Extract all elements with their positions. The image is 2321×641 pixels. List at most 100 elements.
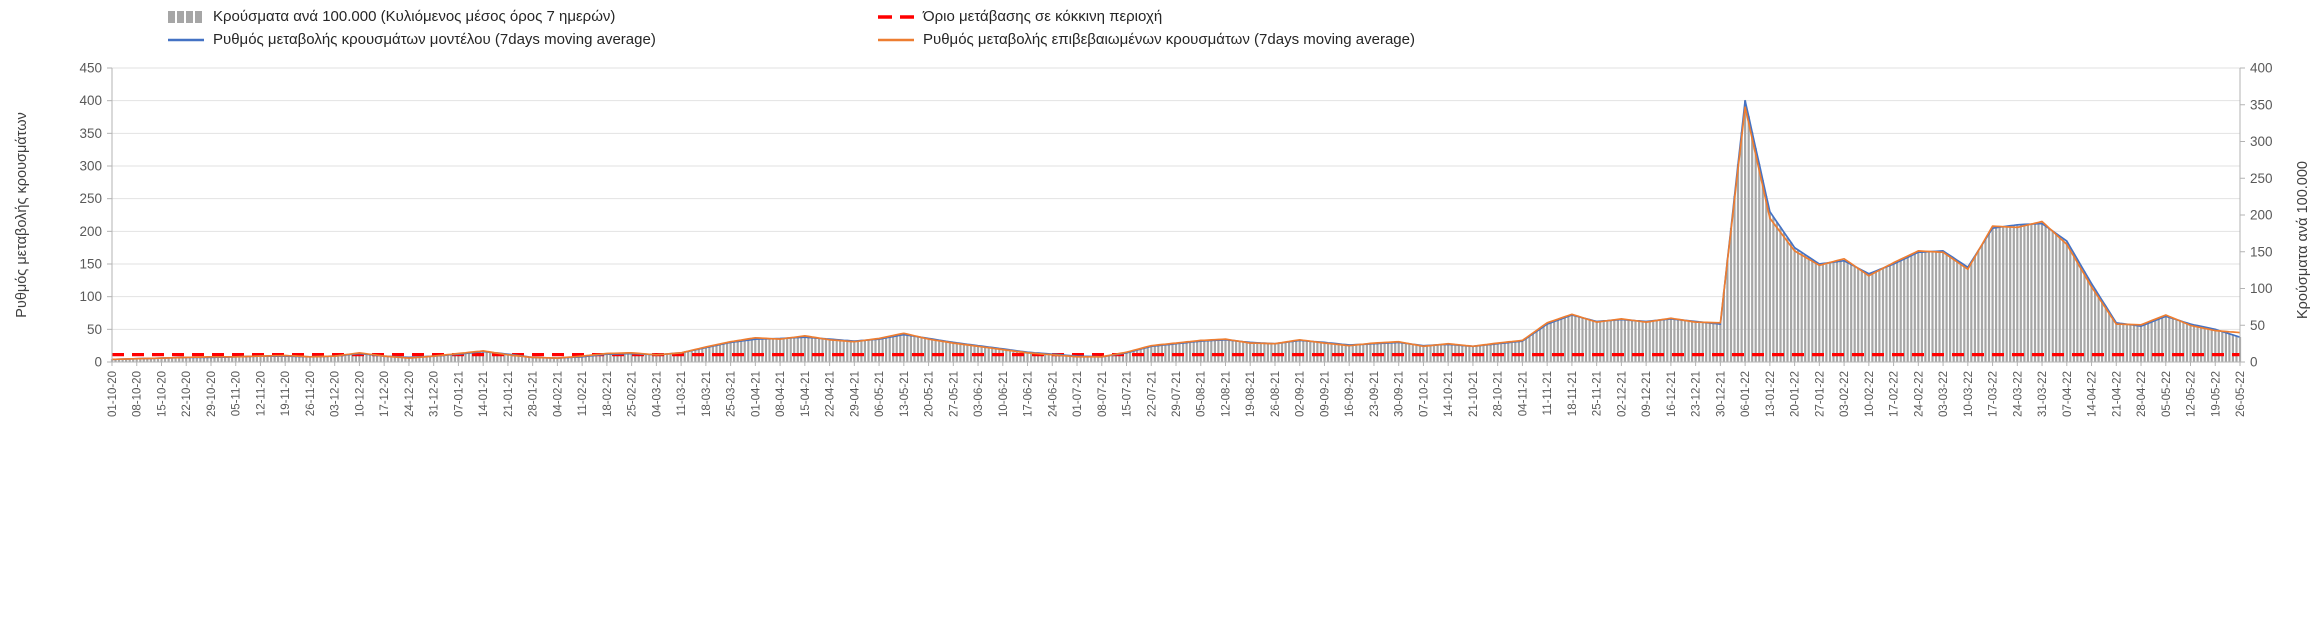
- right-axis-tick-label: 0: [2250, 355, 2258, 370]
- left-axis-tick-label: 50: [87, 322, 102, 337]
- x-axis-tick-label: 08-07-21: [1097, 371, 1109, 417]
- blue-line-legend-icon: [168, 38, 204, 41]
- x-axis-tick-label: 18-02-21: [602, 371, 614, 417]
- x-axis-tick-label: 07-04-22: [2062, 371, 2074, 417]
- right-axis-tick-label: 250: [2250, 171, 2273, 186]
- x-axis-tick-label: 20-05-21: [924, 371, 936, 417]
- x-axis-tick-label: 03-06-21: [973, 371, 985, 417]
- left-axis-tick-label: 150: [79, 257, 102, 272]
- x-axis-tick-label: 27-05-21: [948, 371, 960, 417]
- right-axis-tick-labels: 0 50 100 150 200 250 300 350 400: [2250, 61, 2273, 370]
- x-axis-tick-label: 23-09-21: [1369, 371, 1381, 417]
- left-axis-tick-label: 0: [94, 355, 102, 370]
- x-axis-tick-label: 14-01-21: [478, 371, 490, 417]
- x-axis-tick-label: 05-08-21: [1196, 371, 1208, 417]
- x-axis-tick-label: 25-03-21: [726, 371, 738, 417]
- x-axis-tick-label: 17-02-22: [1889, 371, 1901, 417]
- x-axis-tick-label: 24-02-22: [1913, 371, 1925, 417]
- legend-label-red-zone-threshold: Όριο μετάβασης σε κόκκινη περιοχή: [923, 8, 1163, 25]
- x-axis-tick-label: 11-11-21: [1542, 371, 1554, 415]
- x-axis-tick-label: 04-03-21: [651, 371, 663, 417]
- right-axis-tick-label: 50: [2250, 318, 2265, 333]
- x-axis-tick-label: 15-10-20: [156, 371, 168, 417]
- x-axis-tick-label: 05-11-20: [231, 371, 243, 416]
- x-axis-tick-label: 22-04-21: [825, 371, 837, 417]
- legend-label-model-rate: Ρυθμός μεταβολής κρουσμάτων μοντέλου (7d…: [213, 31, 656, 48]
- x-axis-tick-label: 29-10-20: [206, 371, 218, 417]
- left-axis-tick-label: 450: [79, 61, 102, 76]
- left-axis-tick-label: 300: [79, 159, 102, 174]
- x-axis-tick-label: 24-06-21: [1047, 371, 1059, 417]
- x-axis-tick-label: 14-10-21: [1443, 371, 1455, 417]
- x-axis-tick-label: 04-11-21: [1517, 371, 1529, 416]
- x-axis-tick-label: 07-01-21: [453, 371, 465, 417]
- right-axis-title: Κρούσματα ανά 100.000: [2295, 161, 2311, 319]
- x-axis-tick-label: 13-05-21: [899, 371, 911, 417]
- x-axis-tick-label: 18-03-21: [701, 371, 713, 417]
- bar-series-legend-icon: [168, 10, 202, 23]
- right-axis-tick-label: 100: [2250, 281, 2273, 296]
- x-axis-tick-label: 30-12-21: [1715, 371, 1727, 417]
- legend-label-confirmed-rate: Ρυθμός μεταβολής επιβεβαιωμένων κρουσμάτ…: [923, 31, 1415, 48]
- x-axis-tick-label: 20-01-22: [1790, 371, 1802, 417]
- x-axis-tick-label: 30-09-21: [1394, 371, 1406, 417]
- x-axis-tick-label: 29-04-21: [849, 371, 861, 417]
- x-axis-tick-label: 09-12-21: [1641, 371, 1653, 417]
- x-axis-tick-label: 05-05-22: [2161, 371, 2173, 417]
- axes: [107, 67, 2245, 366]
- x-axis-tick-label: 18-11-21: [1567, 371, 1579, 416]
- x-axis-tick-label: 17-12-20: [379, 371, 391, 417]
- right-axis-tick-label: 300: [2250, 134, 2273, 149]
- dashed-line-legend-icon: [878, 14, 914, 19]
- x-axis-tick-label: 08-10-20: [132, 371, 144, 417]
- legend-item-red-zone-threshold: Όριο μετάβασης σε κόκκινη περιοχή: [878, 8, 1162, 25]
- x-axis-tick-label: 21-10-21: [1468, 371, 1480, 417]
- x-axis-tick-label: 17-03-22: [1988, 371, 2000, 417]
- x-axis-tick-label: 10-06-21: [998, 371, 1010, 417]
- x-axis-tick-label: 10-03-22: [1963, 371, 1975, 417]
- x-axis-tick-labels: 01-10-20 08-10-20 15-10-20 22-10-20 29-10-20…: [107, 371, 2247, 417]
- left-axis-tick-label: 200: [79, 224, 102, 239]
- right-axis-tick-label: 350: [2250, 97, 2273, 112]
- x-axis-tick-label: 03-02-22: [1839, 371, 1851, 417]
- x-axis-tick-label: 03-12-20: [330, 371, 342, 417]
- x-axis-tick-label: 12-08-21: [1220, 371, 1232, 417]
- right-axis-tick-label: 200: [2250, 208, 2273, 223]
- legend-item-confirmed-rate: Ρυθμός μεταβολής επιβεβαιωμένων κρουσμάτ…: [878, 31, 1415, 48]
- x-axis-tick-label: 15-04-21: [800, 371, 812, 417]
- x-axis-tick-label: 02-12-21: [1616, 371, 1628, 417]
- x-axis-tick-label: 26-08-21: [1270, 371, 1282, 417]
- x-axis-tick-label: 24-12-20: [404, 371, 416, 417]
- x-axis-tick-label: 01-07-21: [1072, 371, 1084, 417]
- left-axis-title: Ρυθμός μεταβολής κρουσμάτων: [14, 112, 30, 318]
- left-axis-tick-label: 100: [79, 289, 102, 304]
- x-axis-tick-label: 23-12-21: [1691, 371, 1703, 417]
- left-axis-tick-label: 250: [79, 191, 102, 206]
- x-axis-tick-label: 06-05-21: [874, 371, 886, 417]
- x-axis-tick-label: 07-10-21: [1418, 371, 1430, 417]
- x-axis-tick-label: 19-08-21: [1245, 371, 1257, 417]
- x-axis-tick-label: 25-11-21: [1592, 371, 1604, 416]
- x-axis-tick-label: 26-11-20: [305, 371, 317, 416]
- orange-line-legend-icon: [878, 38, 914, 41]
- x-axis-tick-label: 19-11-20: [280, 371, 292, 416]
- x-axis-tick-label: 31-12-20: [429, 371, 441, 417]
- left-axis-tick-label: 350: [79, 126, 102, 141]
- x-axis-tick-label: 21-04-22: [2111, 371, 2123, 417]
- x-axis-tick-label: 19-05-22: [2210, 371, 2222, 417]
- x-axis-tick-label: 10-12-20: [354, 371, 366, 417]
- right-axis-tick-label: 150: [2250, 244, 2273, 259]
- x-axis-tick-label: 15-07-21: [1122, 371, 1134, 417]
- x-axis-tick-label: 09-09-21: [1319, 371, 1331, 417]
- x-axis-tick-label: 17-06-21: [1023, 371, 1035, 417]
- x-axis-tick-label: 28-04-22: [2136, 371, 2148, 417]
- x-axis-tick-label: 21-01-21: [503, 371, 515, 417]
- x-axis-tick-label: 22-10-20: [181, 371, 193, 417]
- x-axis-tick-label: 01-10-20: [107, 371, 119, 417]
- x-axis-tick-label: 11-02-21: [577, 371, 589, 416]
- gridlines: [112, 67, 2240, 330]
- x-axis-tick-label: 28-10-21: [1493, 371, 1505, 417]
- x-axis-tick-label: 11-03-21: [676, 371, 688, 416]
